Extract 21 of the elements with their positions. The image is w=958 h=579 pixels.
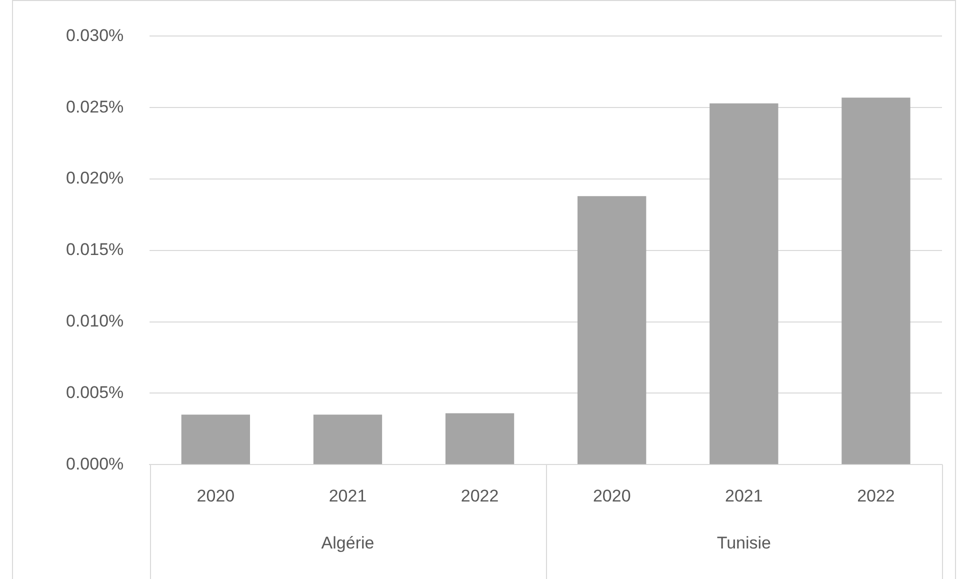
x-tick-label: 2022 <box>857 486 895 506</box>
bar <box>445 413 514 464</box>
text: Algérie <box>321 533 374 552</box>
y-tick-label: 0.020% <box>66 168 124 188</box>
bar <box>181 414 250 464</box>
x-tick-label: 2020 <box>196 486 235 506</box>
y-tick-label: 0.005% <box>66 382 124 402</box>
bar <box>710 103 778 464</box>
x-tick-label: 2021 <box>725 486 763 506</box>
x-tick-label: 2020 <box>592 486 631 506</box>
y-tick-label: 0.000% <box>66 454 124 474</box>
text: Tunisie <box>716 533 771 552</box>
y-tick-label: 0.030% <box>66 26 124 45</box>
x-tick-label: 2021 <box>328 486 367 506</box>
y-tick-label: 0.010% <box>66 311 124 330</box>
y-tick-label: 0.025% <box>66 97 124 116</box>
x-tick-label: 2022 <box>460 486 499 506</box>
bar <box>578 196 646 464</box>
y-tick-label: 0.015% <box>66 240 124 260</box>
bar <box>313 414 382 464</box>
bar <box>842 98 910 464</box>
